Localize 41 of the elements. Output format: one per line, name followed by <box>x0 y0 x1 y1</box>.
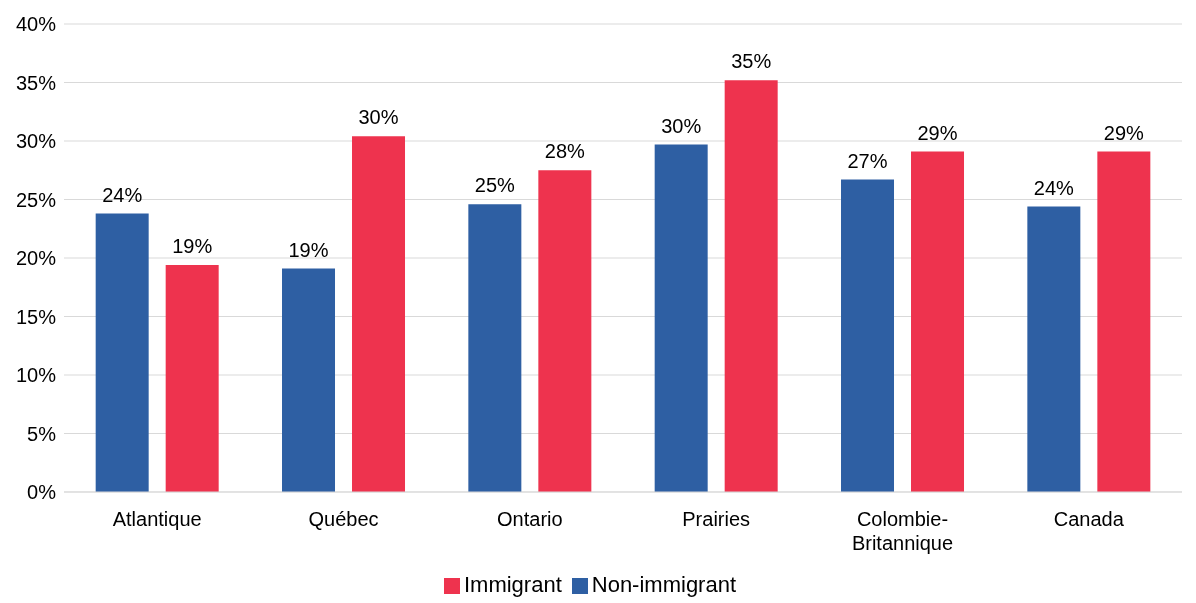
y-tick-label: 15% <box>15 305 57 328</box>
y-tick-label: 20% <box>15 247 57 270</box>
x-tick-label: Prairies <box>682 508 751 530</box>
bar <box>654 144 708 492</box>
x-tick-label: Colombie-Britannique <box>851 508 954 554</box>
data-label: 19% <box>172 235 213 258</box>
bar <box>1097 151 1151 492</box>
x-tick-label: Québec <box>308 508 379 530</box>
legend-label: Immigrant <box>463 572 562 597</box>
data-label: 24% <box>1033 176 1075 199</box>
bar <box>724 80 778 492</box>
data-label: 27% <box>847 149 888 172</box>
data-label: 19% <box>288 238 329 261</box>
data-label: 35% <box>731 50 772 73</box>
bar <box>538 170 592 492</box>
y-tick-label: 10% <box>15 364 57 387</box>
y-tick-label: 30% <box>15 130 57 153</box>
x-tick-label: Atlantique <box>112 508 202 530</box>
bar <box>1027 206 1081 492</box>
bar <box>841 179 895 492</box>
y-tick-label: 25% <box>15 188 57 211</box>
y-tick-label: 5% <box>27 422 57 445</box>
y-tick-label: 0% <box>27 481 57 504</box>
data-label: 25% <box>474 174 516 197</box>
data-label: 30% <box>661 114 702 137</box>
bar <box>165 265 219 492</box>
x-tick-label: Ontario <box>497 508 563 530</box>
bar <box>468 204 522 492</box>
legend-label: Non-immigrant <box>591 572 737 597</box>
data-label: 30% <box>358 106 399 129</box>
bar <box>282 268 336 492</box>
data-label: 24% <box>102 183 143 206</box>
y-tick-label: 35% <box>15 71 57 94</box>
bar <box>911 151 965 492</box>
bar <box>95 213 149 492</box>
x-tick-label: Canada <box>1053 508 1125 530</box>
bar <box>352 136 406 492</box>
data-label: 29% <box>1103 121 1145 144</box>
y-tick-label: 40% <box>15 13 57 36</box>
data-label: 29% <box>917 121 958 144</box>
data-label: 28% <box>544 140 586 163</box>
